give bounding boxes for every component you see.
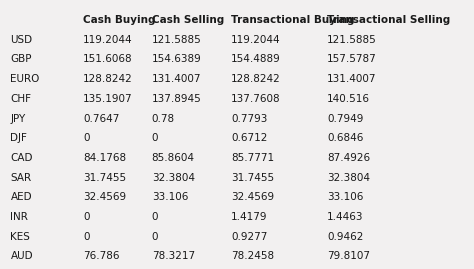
Text: 0.7793: 0.7793 <box>231 114 268 123</box>
Text: 0: 0 <box>152 212 158 222</box>
Text: 131.4007: 131.4007 <box>152 74 201 84</box>
Text: JPY: JPY <box>10 114 26 123</box>
Text: USD: USD <box>10 35 33 45</box>
Text: 32.3804: 32.3804 <box>152 173 195 183</box>
Text: 78.2458: 78.2458 <box>231 252 274 261</box>
Text: 0.9277: 0.9277 <box>231 232 268 242</box>
Text: DJF: DJF <box>10 133 27 143</box>
Text: 32.3804: 32.3804 <box>327 173 370 183</box>
Text: 32.4569: 32.4569 <box>231 192 274 202</box>
Text: 137.7608: 137.7608 <box>231 94 281 104</box>
Text: AUD: AUD <box>10 252 33 261</box>
Text: 119.2044: 119.2044 <box>231 35 281 45</box>
Text: 137.8945: 137.8945 <box>152 94 201 104</box>
Text: 0.7647: 0.7647 <box>83 114 119 123</box>
Text: 128.8242: 128.8242 <box>83 74 133 84</box>
Text: 131.4007: 131.4007 <box>327 74 376 84</box>
Text: 1.4179: 1.4179 <box>231 212 268 222</box>
Text: 119.2044: 119.2044 <box>83 35 133 45</box>
Text: INR: INR <box>10 212 28 222</box>
Text: 87.4926: 87.4926 <box>327 153 370 163</box>
Text: 33.106: 33.106 <box>152 192 188 202</box>
Text: 33.106: 33.106 <box>327 192 364 202</box>
Text: 121.5885: 121.5885 <box>152 35 201 45</box>
Text: KES: KES <box>10 232 30 242</box>
Text: 85.7771: 85.7771 <box>231 153 274 163</box>
Text: 31.7455: 31.7455 <box>83 173 126 183</box>
Text: Cash Buying: Cash Buying <box>83 15 155 25</box>
Text: 85.8604: 85.8604 <box>152 153 195 163</box>
Text: CAD: CAD <box>10 153 33 163</box>
Text: 0: 0 <box>83 133 90 143</box>
Text: Transactional Selling: Transactional Selling <box>327 15 450 25</box>
Text: 121.5885: 121.5885 <box>327 35 377 45</box>
Text: 0.6846: 0.6846 <box>327 133 364 143</box>
Text: 76.786: 76.786 <box>83 252 119 261</box>
Text: 78.3217: 78.3217 <box>152 252 195 261</box>
Text: 0.6712: 0.6712 <box>231 133 268 143</box>
Text: GBP: GBP <box>10 55 32 65</box>
Text: AED: AED <box>10 192 32 202</box>
Text: 128.8242: 128.8242 <box>231 74 281 84</box>
Text: 0: 0 <box>83 212 90 222</box>
Text: 79.8107: 79.8107 <box>327 252 370 261</box>
Text: 31.7455: 31.7455 <box>231 173 274 183</box>
Text: Cash Selling: Cash Selling <box>152 15 224 25</box>
Text: 0: 0 <box>83 232 90 242</box>
Text: 0: 0 <box>152 232 158 242</box>
Text: CHF: CHF <box>10 94 31 104</box>
Text: 154.4889: 154.4889 <box>231 55 281 65</box>
Text: 1.4463: 1.4463 <box>327 212 364 222</box>
Text: Transactional Buying: Transactional Buying <box>231 15 355 25</box>
Text: EURO: EURO <box>10 74 40 84</box>
Text: 32.4569: 32.4569 <box>83 192 126 202</box>
Text: 84.1768: 84.1768 <box>83 153 126 163</box>
Text: 0.9462: 0.9462 <box>327 232 364 242</box>
Text: SAR: SAR <box>10 173 32 183</box>
Text: 157.5787: 157.5787 <box>327 55 377 65</box>
Text: 0.78: 0.78 <box>152 114 175 123</box>
Text: 140.516: 140.516 <box>327 94 370 104</box>
Text: 0: 0 <box>152 133 158 143</box>
Text: 154.6389: 154.6389 <box>152 55 201 65</box>
Text: 151.6068: 151.6068 <box>83 55 133 65</box>
Text: 0.7949: 0.7949 <box>327 114 364 123</box>
Text: 135.1907: 135.1907 <box>83 94 133 104</box>
